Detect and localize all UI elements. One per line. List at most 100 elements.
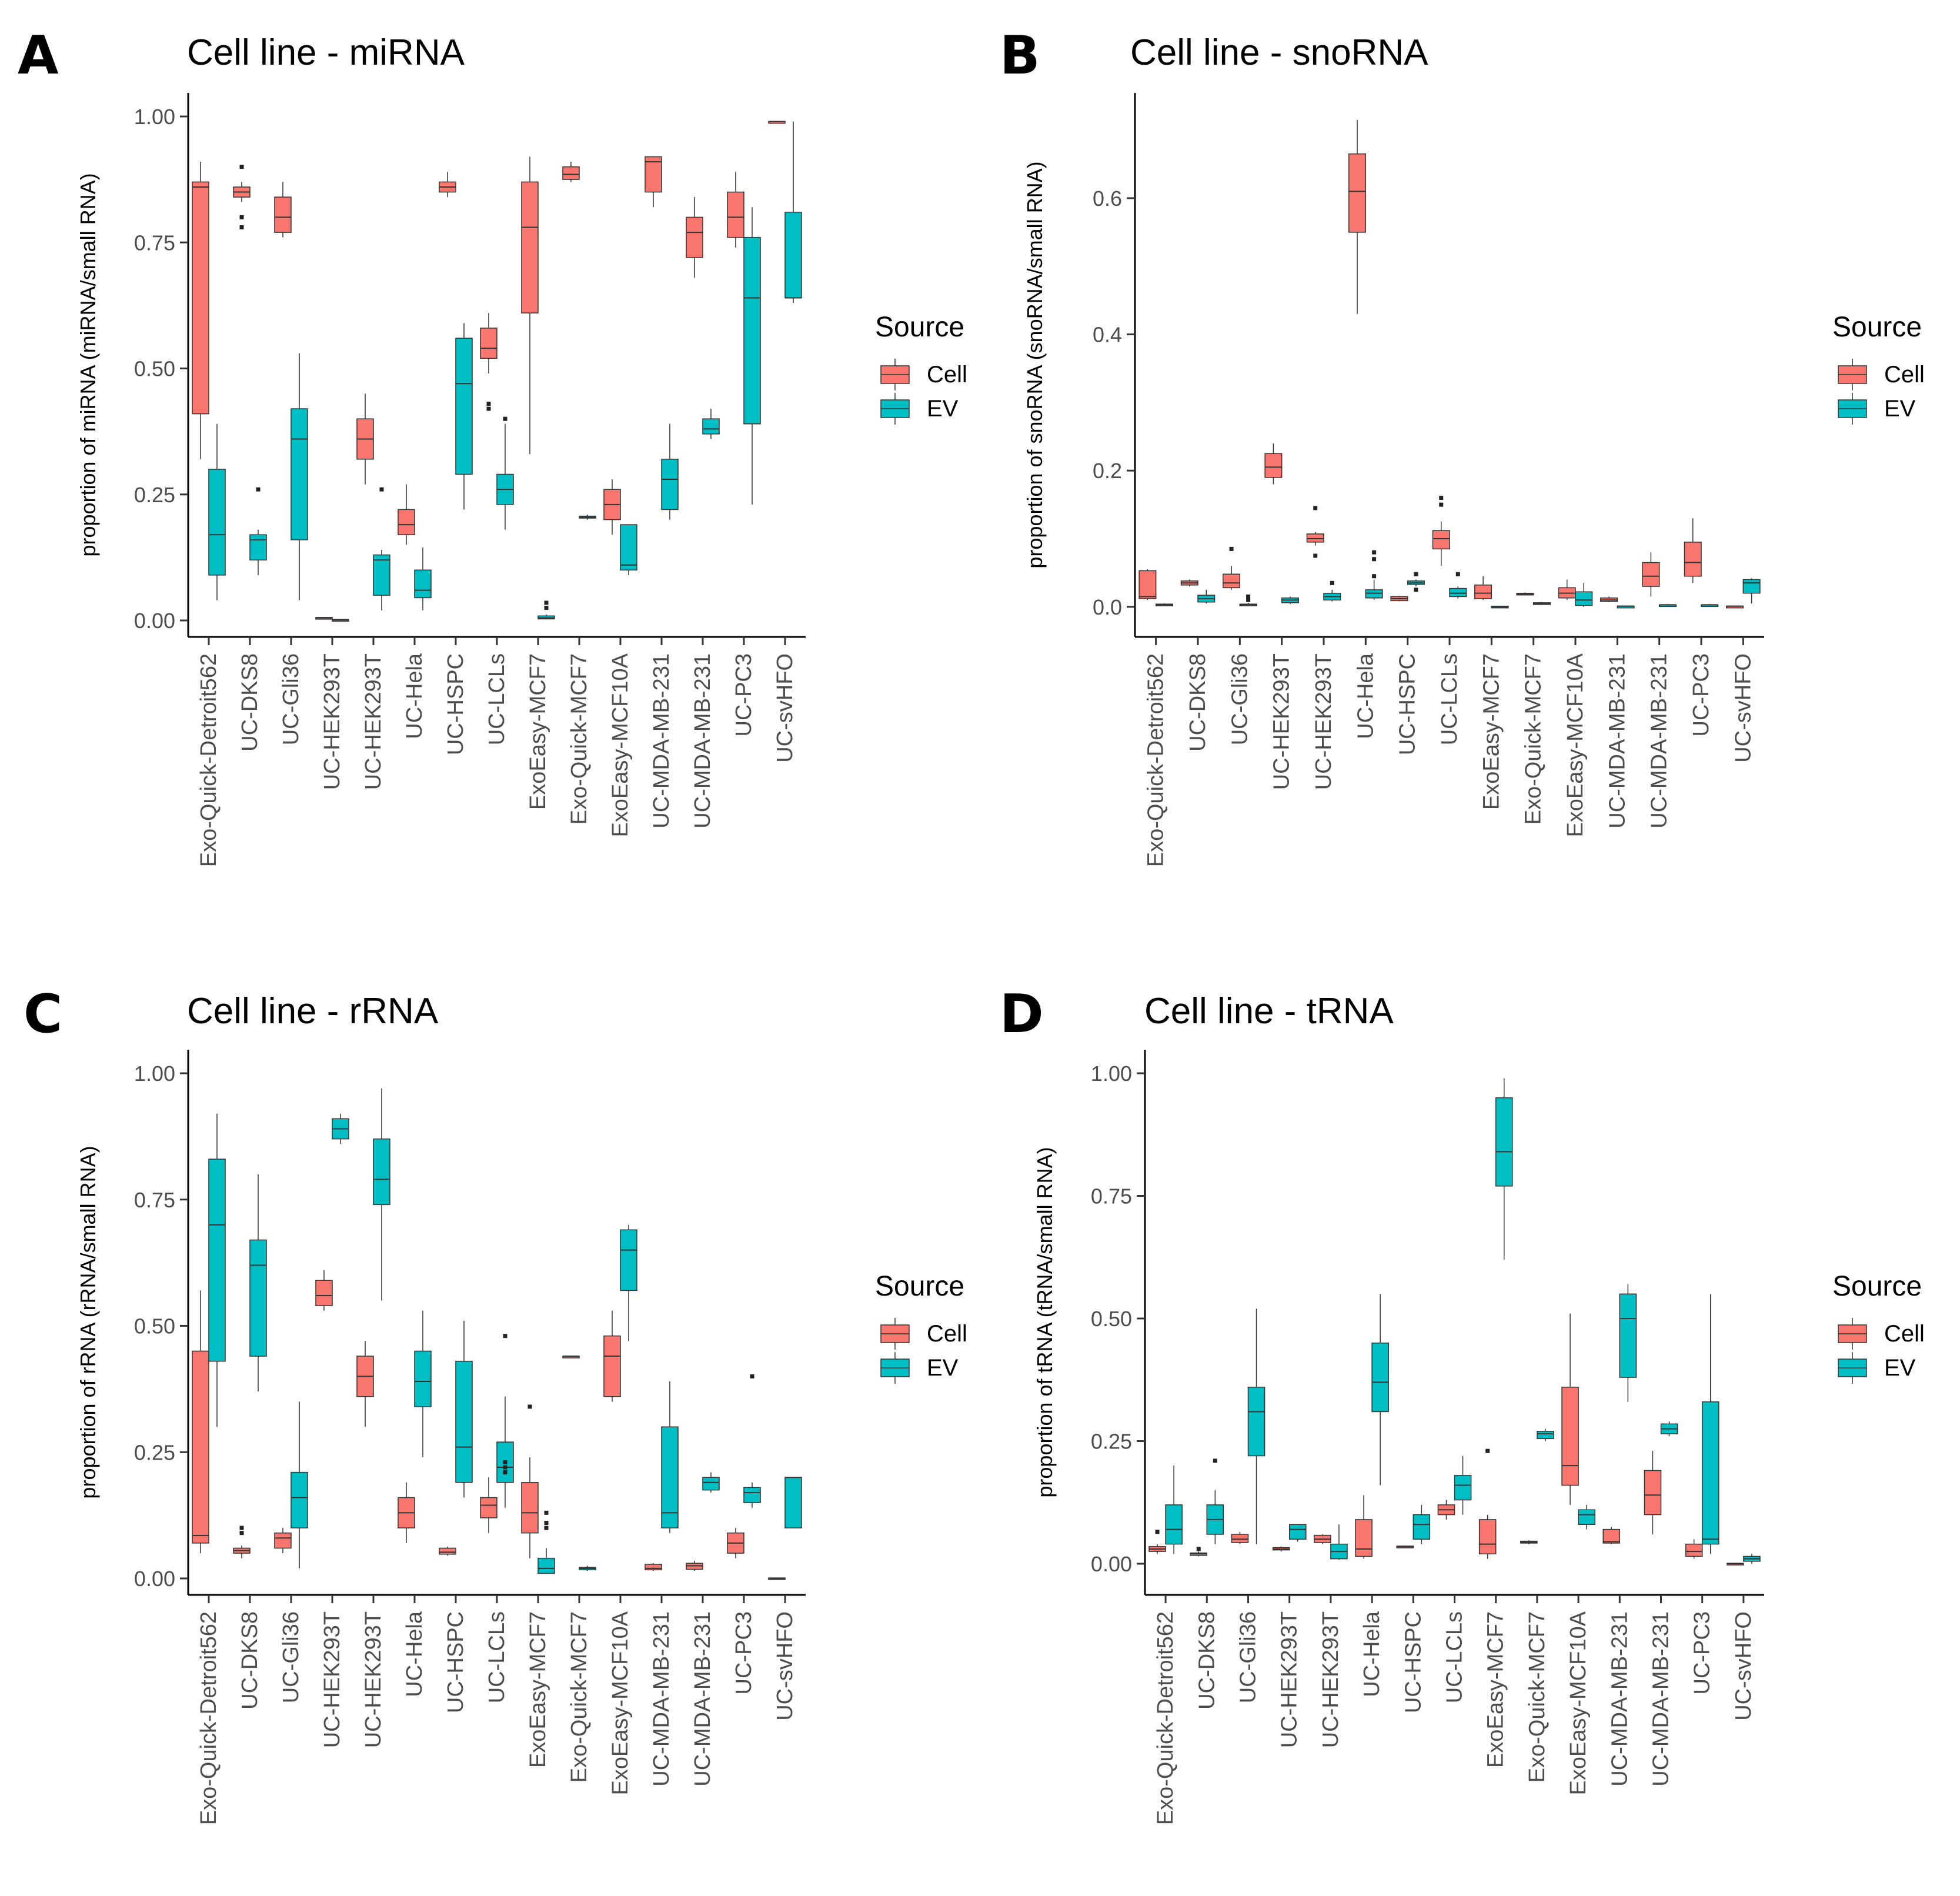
box-cell (1306, 506, 1324, 558)
legend-label-cell: Cell (1884, 362, 1925, 388)
box-body (1454, 1475, 1472, 1501)
y-tick-label: 0.4 (1093, 323, 1122, 347)
legend-label-cell: Cell (927, 1321, 967, 1347)
box-cell (1138, 569, 1157, 600)
legend: Source Cell EV (1832, 312, 1925, 425)
legend: Source Cell EV (875, 1271, 967, 1384)
x-tick-label: ExoEasy-MCF10A (608, 1611, 633, 1795)
box-cell (1223, 546, 1241, 590)
x-tick-label: UC-DKS8 (1194, 1611, 1219, 1710)
box-body (249, 534, 267, 560)
panel-C: C Cell line - rRNA proportion of rRNA (rRN… (24, 983, 967, 1825)
box-body (1165, 1504, 1183, 1545)
x-tick-label: UC-MDA-MB-231 (649, 1611, 674, 1787)
y-tick-label: 0.75 (134, 231, 175, 255)
box-body (291, 1471, 308, 1528)
outlier-point (503, 1460, 507, 1464)
box-cell (768, 1577, 786, 1580)
box-body (249, 1239, 267, 1357)
box-body (702, 418, 720, 435)
legend-label-ev: EV (1884, 1355, 1916, 1381)
box-cell (356, 393, 374, 485)
x-tick-label: ExoEasy-MCF10A (1563, 653, 1588, 837)
y-tick-label: 0.00 (134, 1567, 175, 1591)
box-body (1264, 453, 1283, 478)
box-ev (332, 619, 349, 622)
y-tick-label: 0.2 (1093, 459, 1122, 483)
box-ev (291, 353, 308, 600)
legend: Source Cell EV (1832, 1271, 1925, 1384)
y-tick-label: 0.00 (1091, 1552, 1132, 1576)
box-body (1348, 153, 1367, 233)
outlier-point (239, 165, 244, 169)
x-tick-label: UC-Gli36 (1227, 653, 1252, 745)
legend-label-cell: Cell (927, 362, 967, 388)
y-tick-label: 1.00 (1091, 1062, 1132, 1086)
box-cell (398, 484, 415, 545)
x-tick-label: Exo-Quick-Detroit562 (1153, 1611, 1178, 1825)
x-tick-label: UC-PC3 (1690, 1611, 1715, 1694)
box-body (291, 408, 308, 540)
outlier-point (503, 1470, 507, 1475)
box-cell (480, 1477, 497, 1533)
legend-title: Source (875, 312, 964, 343)
legend-title: Source (875, 1271, 964, 1302)
box-cell (686, 197, 703, 278)
y-tick-label: 0.25 (134, 1440, 175, 1464)
outlier-point (503, 1465, 507, 1470)
box-ev (1197, 589, 1216, 604)
box-body (743, 1487, 761, 1503)
box-cell (1474, 576, 1492, 600)
box-cell (562, 162, 580, 182)
box-cell (1190, 1547, 1208, 1557)
box-ev (1413, 1504, 1431, 1544)
outlier-point (527, 1404, 532, 1409)
box-cell (439, 172, 456, 198)
box-cell (521, 156, 539, 455)
box-cell (1272, 1546, 1290, 1552)
box-cell (439, 1546, 456, 1556)
outlier-point (1313, 553, 1318, 558)
y-tick-label: 0.50 (1091, 1307, 1132, 1331)
box-cell (603, 1310, 621, 1402)
box-body (1355, 1519, 1373, 1557)
x-tick-label: UC-HEK293T (320, 1611, 345, 1748)
box-ev (1537, 1428, 1554, 1441)
box-body (1619, 1293, 1637, 1378)
box-body (208, 469, 226, 576)
outlier-point (486, 406, 491, 411)
outlier-point (1485, 1448, 1490, 1453)
box-body (1365, 589, 1383, 599)
x-tick-label: UC-DKS8 (238, 1611, 262, 1710)
box-ev (1288, 1524, 1307, 1542)
x-tick-label: UC-svHFO (773, 653, 797, 763)
outlier-point (503, 416, 507, 421)
box-ev (1449, 572, 1467, 599)
box-ev (249, 1174, 267, 1392)
outlier-point (239, 225, 244, 230)
box-body (414, 1350, 432, 1407)
box-body (414, 569, 432, 599)
outlier-point (239, 215, 244, 219)
box-body (1701, 1401, 1719, 1545)
box-cell (1644, 1451, 1662, 1534)
box-cell (274, 1528, 292, 1554)
outlier-point (256, 487, 261, 492)
x-tick-label: ExoEasy-MCF7 (1479, 653, 1504, 810)
box-cell (480, 313, 497, 411)
x-tick-label: ExoEasy-MCF7 (526, 653, 550, 810)
box-body (373, 1138, 390, 1206)
box-body (1138, 570, 1157, 599)
box-ev (1575, 583, 1593, 607)
x-tick-label: UC-Gli36 (279, 653, 303, 745)
box-body (686, 216, 703, 258)
box-ev (743, 207, 761, 505)
outlier-point (239, 1531, 244, 1536)
legend-label-cell: Cell (1884, 1321, 1925, 1347)
box-cell (1600, 596, 1618, 602)
box-ev (661, 1381, 679, 1533)
box-body (727, 191, 744, 238)
box-ev (1155, 603, 1173, 606)
box-ev (1742, 578, 1761, 604)
